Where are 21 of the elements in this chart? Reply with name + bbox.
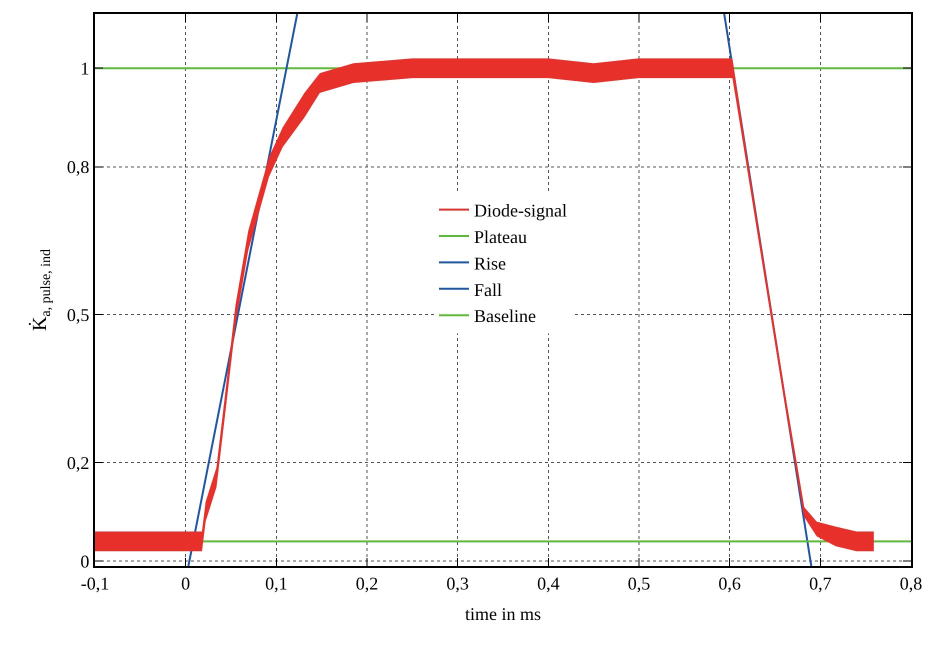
legend-label: Rise (474, 253, 506, 274)
x-tick-label: 0,4 (537, 574, 560, 594)
x-tick-label: 0,8 (900, 574, 922, 594)
x-tick-label: 0 (181, 574, 190, 594)
y-tick-label: 0 (80, 551, 90, 572)
x-tick-label: 0,1 (265, 574, 288, 594)
legend-label: Diode-signal (474, 200, 567, 221)
y-tick-label: 0,2 (66, 452, 90, 473)
y-tick-label: 0,5 (66, 304, 90, 325)
x-tick-label: 0,7 (809, 574, 832, 594)
legend-label: Fall (474, 280, 502, 300)
y-tick-label: 1 (80, 58, 90, 79)
x-tick-label: 0,3 (446, 574, 469, 594)
x-tick-label: 0,6 (718, 574, 741, 594)
x-tick-label: 0,2 (356, 574, 378, 594)
x-axis-title: time in ms (465, 604, 541, 624)
legend-label: Plateau (474, 227, 527, 248)
x-tick-label: 0,5 (628, 574, 650, 594)
legend-label: Baseline (474, 306, 536, 326)
x-tick-label: -0,1 (80, 574, 110, 594)
y-tick-label: 0,8 (66, 157, 90, 178)
